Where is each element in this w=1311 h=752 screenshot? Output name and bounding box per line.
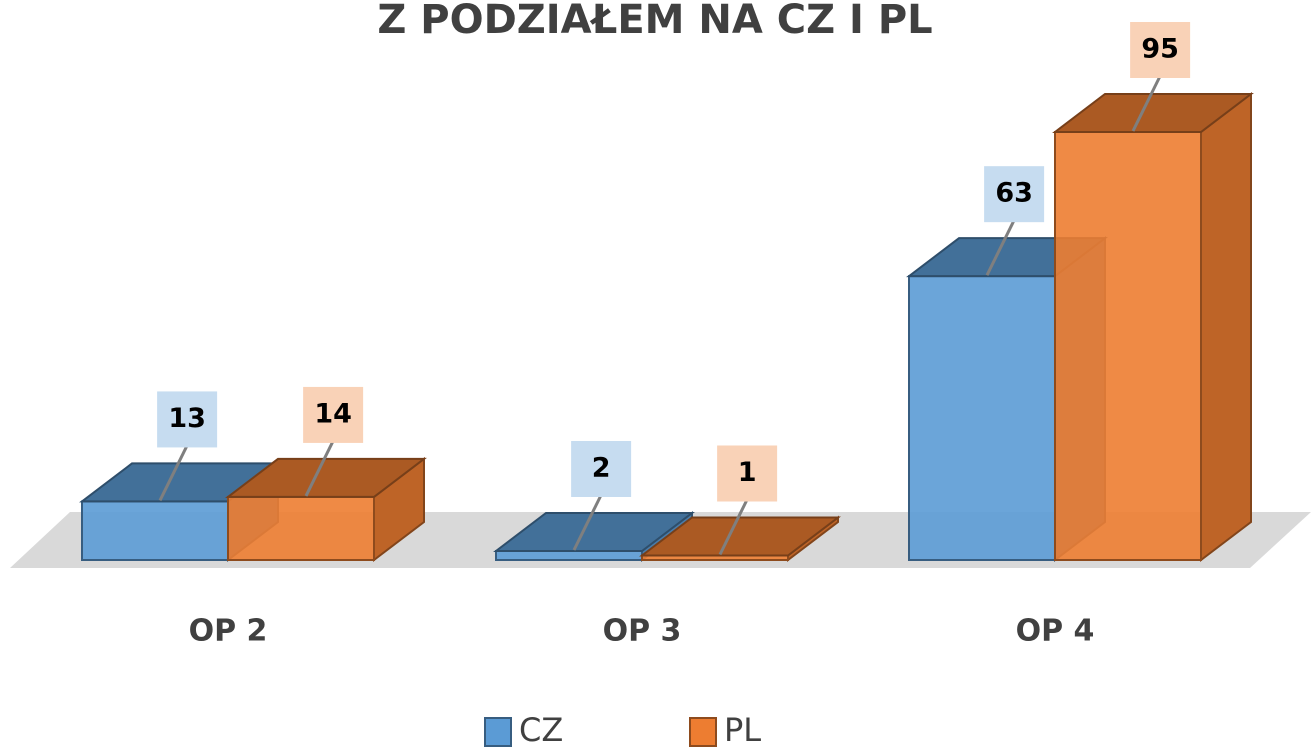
bar-side: [1200, 91, 1252, 563]
data-label: 63: [995, 178, 1033, 209]
leader-line: [1131, 75, 1162, 132]
leader-line: [304, 440, 335, 497]
leader-line: [985, 219, 1016, 276]
data-label: 2: [592, 452, 611, 483]
x-tick-label: OP 3: [603, 614, 682, 649]
bar: [225, 456, 427, 563]
bar-top: [1052, 93, 1254, 133]
bar-front: [908, 275, 1056, 561]
bar: [1052, 91, 1254, 563]
data-label: 1: [738, 457, 757, 488]
chart-title: Z PODZIAŁEM NA CZ I PL: [377, 0, 932, 43]
legend-swatch: [484, 717, 512, 747]
bar: [639, 515, 841, 563]
x-tick-label: OP 2: [189, 614, 268, 649]
data-label-box: [1130, 22, 1191, 78]
x-tick-label: OP 4: [1016, 614, 1095, 649]
leader-line: [158, 444, 189, 502]
legend-label: PL: [724, 711, 761, 749]
bar-top: [225, 457, 427, 498]
data-label-box: [571, 440, 632, 497]
legend-swatch: [689, 717, 717, 747]
data-label: 14: [314, 398, 352, 429]
legend-label: CZ: [519, 711, 563, 749]
data-label-box: [157, 391, 218, 448]
data-label-box: [303, 386, 364, 443]
data-label-box: [717, 445, 778, 502]
bar-front: [495, 549, 643, 562]
data-label: 13: [168, 403, 206, 434]
bar-top: [493, 511, 695, 552]
bar-front: [227, 495, 375, 562]
data-label-box: [984, 166, 1045, 223]
data-label: 95: [1141, 34, 1179, 65]
bar-top: [639, 516, 841, 557]
bar-front: [1054, 131, 1202, 561]
bar-front: [81, 500, 229, 561]
leader-line: [572, 494, 603, 551]
leader-line: [718, 498, 749, 556]
